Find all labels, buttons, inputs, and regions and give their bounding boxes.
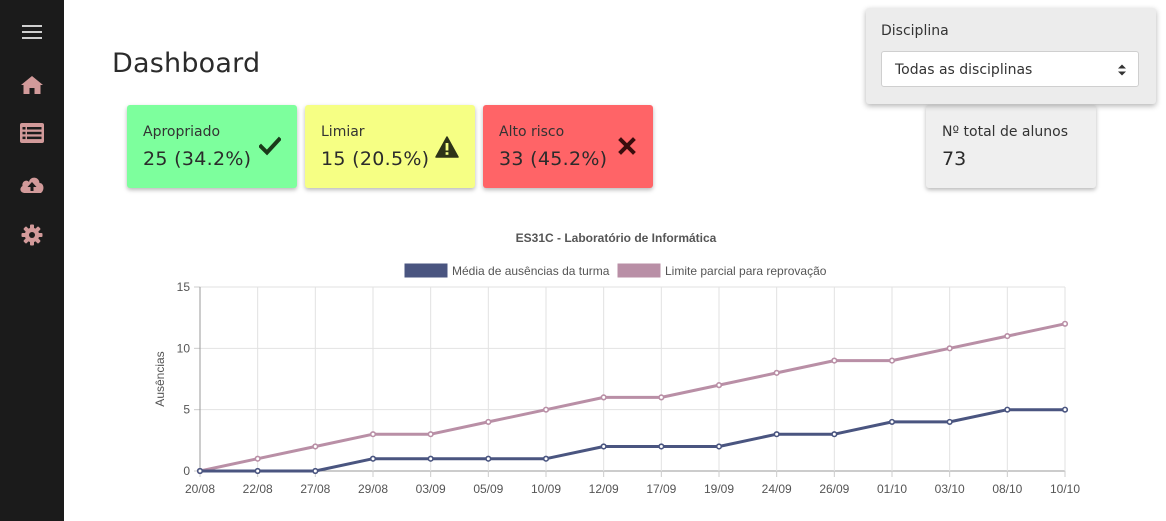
- sidebar-item-list[interactable]: [0, 113, 64, 153]
- y-axis-label: Ausências: [153, 351, 167, 406]
- x-tick-label: 08/10: [992, 482, 1022, 496]
- select-arrows-icon: [1118, 64, 1126, 76]
- series-line: [199, 322, 1066, 473]
- data-point: [888, 418, 896, 426]
- data-point: [831, 431, 838, 438]
- x-tick-label: 22/08: [243, 482, 273, 496]
- chart-lines: [196, 320, 1069, 475]
- data-point: [1061, 320, 1069, 327]
- x-tick-label: 29/08: [358, 482, 388, 496]
- total-value: 73: [942, 148, 967, 170]
- legend-label: Limite parcial para reprovação: [665, 264, 827, 278]
- sidebar-item-settings[interactable]: [0, 215, 64, 255]
- card-label: Apropriado: [143, 124, 221, 140]
- menu-button[interactable]: [0, 12, 64, 52]
- card-value: 33 (45.2%): [499, 148, 608, 170]
- sidebar: [0, 0, 64, 521]
- data-point: [369, 455, 377, 462]
- total-label: Nº total de alunos: [942, 124, 1069, 140]
- y-tick-label: 15: [177, 280, 191, 294]
- legend-swatch: [404, 263, 448, 278]
- data-point: [658, 443, 665, 450]
- y-tick-label: 5: [183, 403, 190, 417]
- filter-label: Disciplina: [881, 23, 949, 39]
- card-limiar: Limiar 15 (20.5%): [305, 105, 475, 188]
- data-point: [600, 443, 607, 450]
- data-point: [888, 357, 896, 364]
- x-tick-label: 24/09: [762, 482, 792, 496]
- discipline-select[interactable]: Todas as disciplinas: [881, 51, 1139, 87]
- x-tick-label: 10/09: [531, 482, 561, 496]
- x-tick-label: 03/09: [416, 482, 446, 496]
- data-point: [831, 357, 838, 364]
- discipline-filter-panel: Disciplina Todas as disciplinas: [866, 8, 1156, 104]
- data-point: [715, 382, 723, 389]
- data-point: [254, 455, 261, 462]
- page-title: Dashboard: [112, 48, 261, 79]
- data-point: [658, 394, 665, 401]
- data-point: [946, 418, 953, 426]
- data-point: [254, 467, 261, 475]
- card-apropriado: Apropriado 25 (34.2%): [127, 105, 297, 188]
- card-value: 25 (34.2%): [143, 148, 252, 170]
- data-point: [773, 369, 780, 376]
- data-point: [946, 345, 953, 352]
- data-point: [312, 467, 319, 475]
- data-point: [1061, 406, 1069, 413]
- x-tick-label: 17/09: [646, 482, 676, 496]
- data-point: [773, 431, 780, 438]
- x-tick-label: 26/09: [819, 482, 849, 496]
- chart-title: ES31C - Laboratório de Informática: [516, 231, 717, 245]
- x-tick-label: 05/09: [473, 482, 503, 496]
- data-point: [312, 443, 319, 450]
- card-alto-risco: Alto risco 33 (45.2%): [483, 105, 653, 188]
- card-value: 15 (20.5%): [321, 148, 430, 170]
- home-icon: [21, 76, 43, 94]
- x-tick-label: 01/10: [877, 482, 907, 496]
- data-point: [715, 443, 723, 450]
- x-tick-label: 19/09: [704, 482, 734, 496]
- data-point: [196, 467, 204, 475]
- x-tick-label: 10/10: [1050, 482, 1080, 496]
- data-point: [369, 431, 377, 438]
- legend-swatch: [617, 263, 661, 278]
- data-point: [485, 418, 492, 426]
- legend-label: Média de ausências da turma: [452, 264, 610, 278]
- series-line: [200, 408, 1065, 473]
- check-icon: [259, 136, 281, 156]
- x-tick-label: 12/09: [589, 482, 619, 496]
- menu-icon: [22, 25, 42, 39]
- total-students-card: Nº total de alunos 73: [926, 105, 1096, 188]
- data-point: [1004, 332, 1011, 340]
- chart-grid: [194, 286, 1066, 477]
- data-point: [427, 431, 434, 438]
- card-label: Alto risco: [499, 124, 565, 140]
- data-point: [600, 394, 607, 401]
- x-tick-label: 27/08: [300, 482, 330, 496]
- x-tick-label: 03/10: [935, 482, 965, 496]
- x-tick-label: 20/08: [185, 482, 215, 496]
- y-tick-label: 10: [177, 341, 191, 355]
- x-icon: [618, 137, 636, 155]
- gear-icon: [21, 224, 43, 246]
- list-icon: [20, 123, 44, 143]
- discipline-select-value: Todas as disciplinas: [895, 62, 1033, 78]
- chart-ticks: 0 5 10 15 20/08 22/08 27/08 29/08 03/09 05/09 10/0…: [177, 280, 1081, 496]
- sidebar-item-upload[interactable]: [0, 164, 64, 204]
- data-point: [427, 455, 434, 462]
- chart-legend: Média de ausências da turma Limite parcia…: [404, 263, 827, 278]
- card-label: Limiar: [321, 124, 365, 140]
- data-point: [542, 455, 550, 462]
- cloud-upload-icon: [20, 177, 44, 193]
- warning-icon: [435, 136, 459, 158]
- y-tick-label: 0: [183, 464, 190, 478]
- data-point: [485, 455, 492, 462]
- data-point: [542, 406, 550, 413]
- data-point: [1004, 406, 1011, 413]
- sidebar-item-home[interactable]: [0, 65, 64, 105]
